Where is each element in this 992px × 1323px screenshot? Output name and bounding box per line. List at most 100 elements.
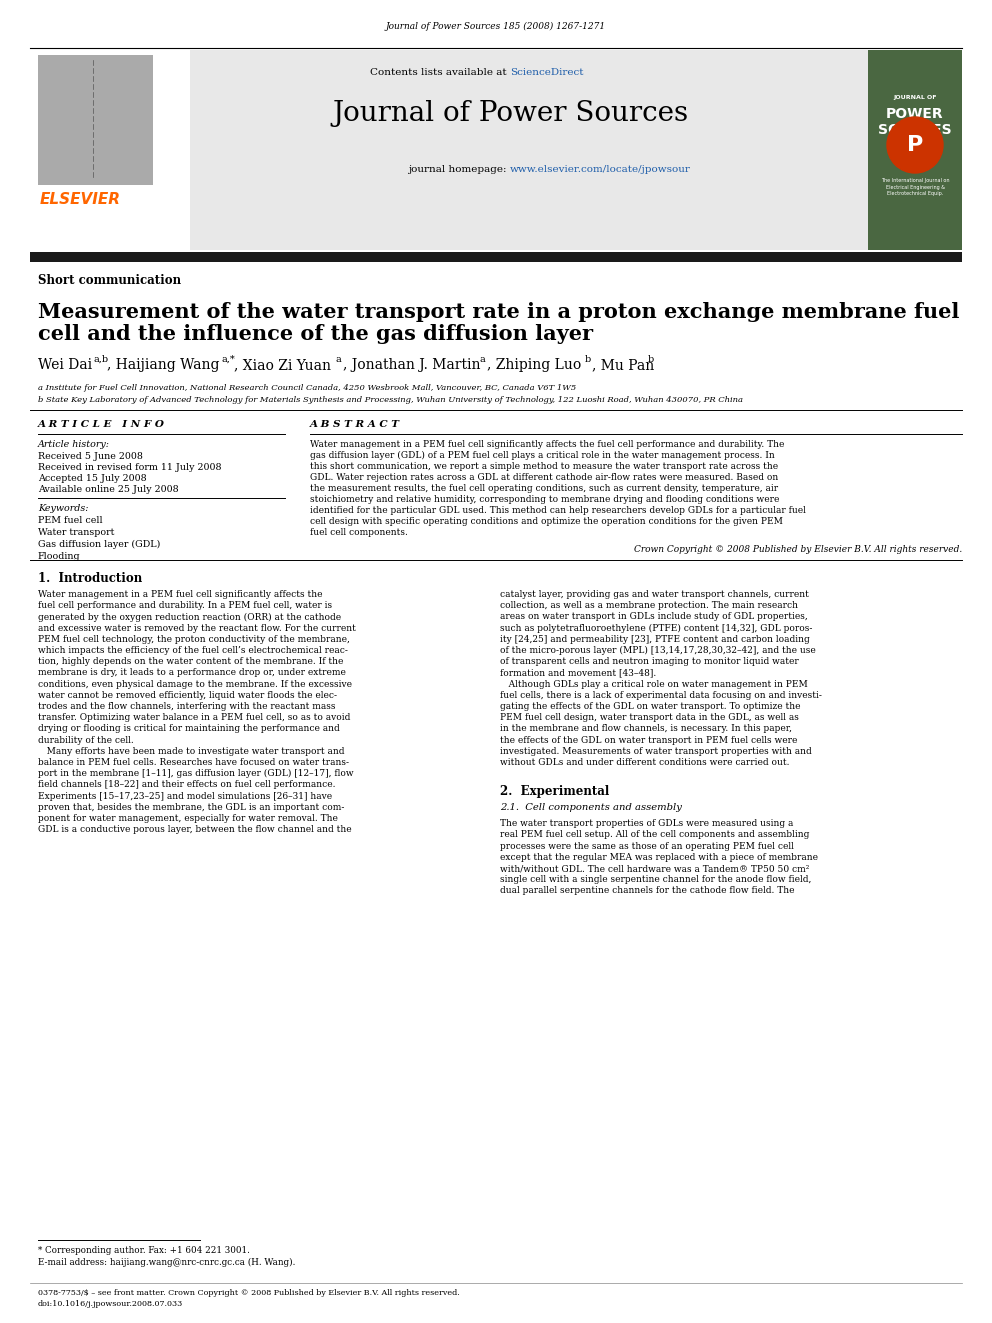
Text: a: a xyxy=(480,355,486,364)
Text: Keywords:: Keywords: xyxy=(38,504,88,513)
Text: * Corresponding author. Fax: +1 604 221 3001.: * Corresponding author. Fax: +1 604 221 … xyxy=(38,1246,250,1256)
Text: with/without GDL. The cell hardware was a Tandem® TP50 50 cm²: with/without GDL. The cell hardware was … xyxy=(500,864,809,873)
Bar xyxy=(30,50,962,250)
Text: Measurement of the water transport rate in a proton exchange membrane fuel: Measurement of the water transport rate … xyxy=(38,302,959,321)
Text: in the membrane and flow channels, is necessary. In this paper,: in the membrane and flow channels, is ne… xyxy=(500,725,792,733)
Text: water cannot be removed efficiently, liquid water floods the elec-: water cannot be removed efficiently, liq… xyxy=(38,691,337,700)
Text: of transparent cells and neutron imaging to monitor liquid water: of transparent cells and neutron imaging… xyxy=(500,658,799,667)
Text: identified for the particular GDL used. This method can help researchers develop: identified for the particular GDL used. … xyxy=(310,505,806,515)
Text: a,*: a,* xyxy=(222,355,236,364)
Text: conditions, even physical damage to the membrane. If the excessive: conditions, even physical damage to the … xyxy=(38,680,352,688)
Text: formation and movement [43–48].: formation and movement [43–48]. xyxy=(500,668,657,677)
Text: membrane is dry, it leads to a performance drop or, under extreme: membrane is dry, it leads to a performan… xyxy=(38,668,346,677)
Text: POWER: POWER xyxy=(886,107,943,120)
Text: ScienceDirect: ScienceDirect xyxy=(510,67,583,77)
Text: this short communication, we report a simple method to measure the water transpo: this short communication, we report a si… xyxy=(310,462,778,471)
Text: a Institute for Fuel Cell Innovation, National Research Council Canada, 4250 Wes: a Institute for Fuel Cell Innovation, Na… xyxy=(38,384,576,392)
Text: PEM fuel cell: PEM fuel cell xyxy=(38,516,102,525)
Text: a: a xyxy=(336,355,342,364)
Text: transfer. Optimizing water balance in a PEM fuel cell, so as to avoid: transfer. Optimizing water balance in a … xyxy=(38,713,350,722)
Text: proven that, besides the membrane, the GDL is an important com-: proven that, besides the membrane, the G… xyxy=(38,803,344,812)
Bar xyxy=(30,251,962,262)
Text: Water management in a PEM fuel cell significantly affects the fuel cell performa: Water management in a PEM fuel cell sign… xyxy=(310,441,785,448)
Text: Journal of Power Sources 185 (2008) 1267-1271: Journal of Power Sources 185 (2008) 1267… xyxy=(386,22,606,32)
Text: gas diffusion layer (GDL) of a PEM fuel cell plays a critical role in the water : gas diffusion layer (GDL) of a PEM fuel … xyxy=(310,451,775,460)
Text: single cell with a single serpentine channel for the anode flow field,: single cell with a single serpentine cha… xyxy=(500,876,811,884)
Text: dual parallel serpentine channels for the cathode flow field. The: dual parallel serpentine channels for th… xyxy=(500,886,795,896)
Text: PEM fuel cell design, water transport data in the GDL, as well as: PEM fuel cell design, water transport da… xyxy=(500,713,799,722)
Text: JOURNAL OF: JOURNAL OF xyxy=(893,95,936,101)
Text: trodes and the flow channels, interfering with the reactant mass: trodes and the flow channels, interferin… xyxy=(38,703,335,710)
Text: Water transport: Water transport xyxy=(38,528,114,537)
Bar xyxy=(38,56,153,185)
Text: Received 5 June 2008: Received 5 June 2008 xyxy=(38,452,143,460)
Text: A B S T R A C T: A B S T R A C T xyxy=(310,419,400,429)
Circle shape xyxy=(887,116,943,173)
Text: gating the effects of the GDL on water transport. To optimize the: gating the effects of the GDL on water t… xyxy=(500,703,801,710)
Text: which impacts the efficiency of the fuel cell’s electrochemical reac-: which impacts the efficiency of the fuel… xyxy=(38,646,348,655)
Text: E-mail address: haijiang.wang@nrc-cnrc.gc.ca (H. Wang).: E-mail address: haijiang.wang@nrc-cnrc.g… xyxy=(38,1258,296,1267)
Text: durability of the cell.: durability of the cell. xyxy=(38,736,134,745)
Text: Wei Dai: Wei Dai xyxy=(38,359,92,372)
Text: tion, highly depends on the water content of the membrane. If the: tion, highly depends on the water conten… xyxy=(38,658,343,667)
Text: such as polytetrafluoroethylene (PTFE) content [14,32], GDL poros-: such as polytetrafluoroethylene (PTFE) c… xyxy=(500,623,812,632)
Text: , Haijiang Wang: , Haijiang Wang xyxy=(107,359,219,372)
Text: b State Key Laboratory of Advanced Technology for Materials Synthesis and Proces: b State Key Laboratory of Advanced Techn… xyxy=(38,396,743,404)
Text: Crown Copyright © 2008 Published by Elsevier B.V. All rights reserved.: Crown Copyright © 2008 Published by Else… xyxy=(634,545,962,554)
Text: Experiments [15–17,23–25] and model simulations [26–31] have: Experiments [15–17,23–25] and model simu… xyxy=(38,791,332,800)
Text: except that the regular MEA was replaced with a piece of membrane: except that the regular MEA was replaced… xyxy=(500,853,818,861)
Text: catalyst layer, providing gas and water transport channels, current: catalyst layer, providing gas and water … xyxy=(500,590,808,599)
Text: 0378-7753/$ – see front matter. Crown Copyright © 2008 Published by Elsevier B.V: 0378-7753/$ – see front matter. Crown Co… xyxy=(38,1289,459,1297)
Text: SOURCES: SOURCES xyxy=(878,123,951,138)
Text: port in the membrane [1–11], gas diffusion layer (GDL) [12–17], flow: port in the membrane [1–11], gas diffusi… xyxy=(38,769,353,778)
Text: Available online 25 July 2008: Available online 25 July 2008 xyxy=(38,486,179,493)
Text: P: P xyxy=(907,135,924,155)
Text: real PEM fuel cell setup. All of the cell components and assembling: real PEM fuel cell setup. All of the cel… xyxy=(500,831,809,839)
Text: collection, as well as a membrane protection. The main research: collection, as well as a membrane protec… xyxy=(500,601,798,610)
Bar xyxy=(30,50,190,250)
Text: processes were the same as those of an operating PEM fuel cell: processes were the same as those of an o… xyxy=(500,841,794,851)
Text: fuel cells, there is a lack of experimental data focusing on and investi-: fuel cells, there is a lack of experimen… xyxy=(500,691,822,700)
Text: stoichiometry and relative humidity, corresponding to membrane drying and floodi: stoichiometry and relative humidity, cor… xyxy=(310,495,780,504)
Text: a,b: a,b xyxy=(93,355,108,364)
Text: cell design with specific operating conditions and optimize the operation condit: cell design with specific operating cond… xyxy=(310,517,783,527)
Text: PEM fuel cell technology, the proton conductivity of the membrane,: PEM fuel cell technology, the proton con… xyxy=(38,635,350,644)
Text: cell and the influence of the gas diffusion layer: cell and the influence of the gas diffus… xyxy=(38,324,593,344)
Text: without GDLs and under different conditions were carried out.: without GDLs and under different conditi… xyxy=(500,758,790,767)
Text: 1.  Introduction: 1. Introduction xyxy=(38,572,142,585)
Text: , Xiao Zi Yuan: , Xiao Zi Yuan xyxy=(234,359,331,372)
Text: The water transport properties of GDLs were measured using a: The water transport properties of GDLs w… xyxy=(500,819,794,828)
Text: doi:10.1016/j.jpowsour.2008.07.033: doi:10.1016/j.jpowsour.2008.07.033 xyxy=(38,1301,184,1308)
Text: b: b xyxy=(648,355,655,364)
Text: Accepted 15 July 2008: Accepted 15 July 2008 xyxy=(38,474,147,483)
Text: Article history:: Article history: xyxy=(38,441,110,448)
Text: and excessive water is removed by the reactant flow. For the current: and excessive water is removed by the re… xyxy=(38,623,356,632)
Text: b: b xyxy=(585,355,591,364)
Text: investigated. Measurements of water transport properties with and: investigated. Measurements of water tran… xyxy=(500,746,811,755)
Text: fuel cell performance and durability. In a PEM fuel cell, water is: fuel cell performance and durability. In… xyxy=(38,601,332,610)
Text: the effects of the GDL on water transport in PEM fuel cells were: the effects of the GDL on water transpor… xyxy=(500,736,798,745)
Text: A R T I C L E   I N F O: A R T I C L E I N F O xyxy=(38,419,165,429)
Text: 2.  Experimental: 2. Experimental xyxy=(500,785,609,798)
Text: , Zhiping Luo: , Zhiping Luo xyxy=(487,359,581,372)
Text: The International Journal on
Electrical Engineering &
Electrotechnical Equip.: The International Journal on Electrical … xyxy=(881,179,949,196)
Text: Many efforts have been made to investigate water transport and: Many efforts have been made to investiga… xyxy=(38,746,344,755)
Text: 2.1.  Cell components and assembly: 2.1. Cell components and assembly xyxy=(500,803,682,812)
Text: areas on water transport in GDLs include study of GDL properties,: areas on water transport in GDLs include… xyxy=(500,613,807,622)
Text: drying or flooding is critical for maintaining the performance and: drying or flooding is critical for maint… xyxy=(38,725,339,733)
Text: balance in PEM fuel cells. Researches have focused on water trans-: balance in PEM fuel cells. Researches ha… xyxy=(38,758,349,767)
Text: field channels [18–22] and their effects on fuel cell performance.: field channels [18–22] and their effects… xyxy=(38,781,335,790)
Bar xyxy=(868,50,962,250)
Text: GDL. Water rejection rates across a GDL at different cathode air-flow rates were: GDL. Water rejection rates across a GDL … xyxy=(310,474,779,482)
Text: Although GDLs play a critical role on water management in PEM: Although GDLs play a critical role on wa… xyxy=(500,680,807,688)
Text: generated by the oxygen reduction reaction (ORR) at the cathode: generated by the oxygen reduction reacti… xyxy=(38,613,341,622)
Text: , Mu Pan: , Mu Pan xyxy=(592,359,655,372)
Text: Gas diffusion layer (GDL): Gas diffusion layer (GDL) xyxy=(38,540,161,549)
Text: fuel cell components.: fuel cell components. xyxy=(310,528,408,537)
Text: Journal of Power Sources: Journal of Power Sources xyxy=(332,101,688,127)
Text: , Jonathan J. Martin: , Jonathan J. Martin xyxy=(343,359,480,372)
Text: the measurement results, the fuel cell operating conditions, such as current den: the measurement results, the fuel cell o… xyxy=(310,484,778,493)
Text: ELSEVIER: ELSEVIER xyxy=(40,192,121,206)
Text: Short communication: Short communication xyxy=(38,274,182,287)
Text: GDL is a conductive porous layer, between the flow channel and the: GDL is a conductive porous layer, betwee… xyxy=(38,826,351,835)
